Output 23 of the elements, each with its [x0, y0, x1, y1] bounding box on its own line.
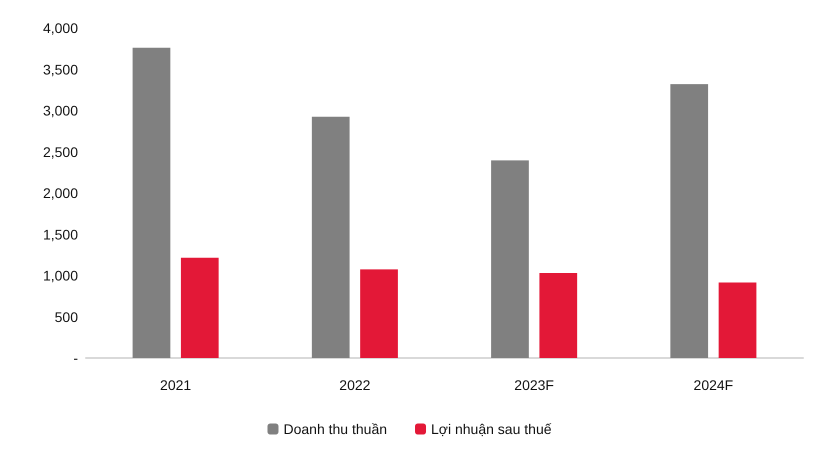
- y-tick-label: 2,000: [42, 185, 78, 201]
- x-tick-label: 2024F: [694, 377, 734, 393]
- y-tick-label: 3,500: [42, 61, 78, 78]
- x-tick-label: 2023F: [514, 377, 554, 393]
- y-tick-label: 2,500: [42, 144, 78, 160]
- y-tick-label: 1,000: [42, 268, 78, 284]
- bar: [312, 116, 350, 358]
- x-tick-label: 2022: [339, 377, 371, 393]
- x-tick-label: 2021: [160, 377, 192, 393]
- y-tick-label: 1,500: [42, 226, 78, 242]
- y-tick-label: 4,000: [42, 20, 78, 36]
- bar: [539, 273, 578, 358]
- bar: [491, 160, 529, 358]
- bar: [718, 282, 756, 358]
- bar: [360, 269, 398, 358]
- bar: [670, 84, 708, 358]
- legend-label: Doanh thu thuần: [283, 421, 388, 437]
- y-tick-label: -: [73, 350, 78, 366]
- bar: [132, 48, 170, 358]
- y-tick-label: 500: [54, 308, 78, 325]
- legend-label: Lợi nhuận sau thuế: [431, 421, 552, 437]
- bar: [180, 258, 219, 358]
- y-tick-label: 3,000: [42, 102, 78, 118]
